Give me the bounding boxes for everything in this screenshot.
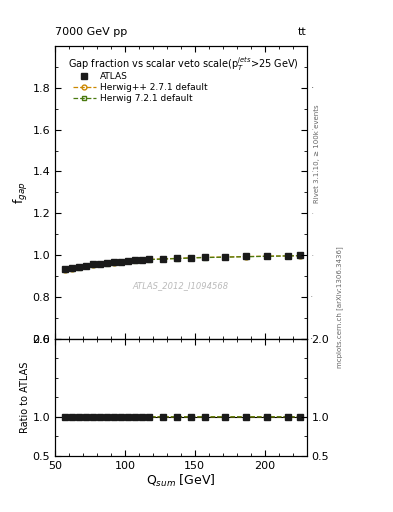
Text: Rivet 3.1.10, ≥ 100k events: Rivet 3.1.10, ≥ 100k events bbox=[314, 104, 320, 203]
Text: tt: tt bbox=[298, 27, 307, 37]
Text: Gap fraction vs scalar veto scale(p$_T^{jets}$>25 GeV): Gap fraction vs scalar veto scale(p$_T^{… bbox=[68, 55, 298, 73]
Legend: ATLAS, Herwig++ 2.7.1 default, Herwig 7.2.1 default: ATLAS, Herwig++ 2.7.1 default, Herwig 7.… bbox=[70, 68, 211, 107]
Text: mcplots.cern.ch [arXiv:1306.3436]: mcplots.cern.ch [arXiv:1306.3436] bbox=[336, 246, 343, 368]
Text: 7000 GeV pp: 7000 GeV pp bbox=[55, 27, 127, 37]
X-axis label: Q$_{sum}$ [GeV]: Q$_{sum}$ [GeV] bbox=[146, 473, 215, 489]
Text: ATLAS_2012_I1094568: ATLAS_2012_I1094568 bbox=[133, 282, 229, 290]
Y-axis label: f$_{gap}$: f$_{gap}$ bbox=[12, 181, 29, 204]
Y-axis label: Ratio to ATLAS: Ratio to ATLAS bbox=[20, 361, 29, 433]
